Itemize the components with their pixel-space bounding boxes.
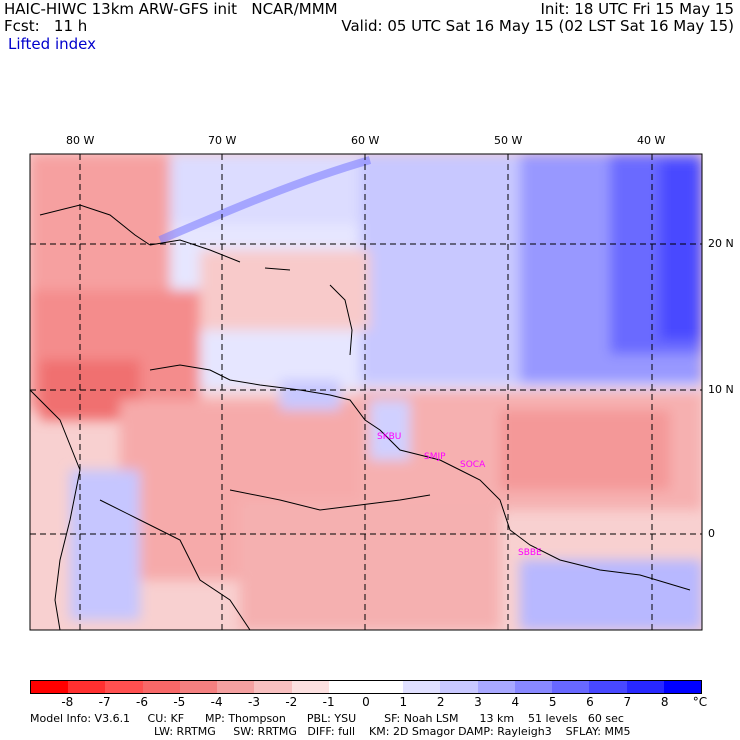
colorbar [30, 680, 702, 694]
forecast-hour: Fcst: 11 h [4, 17, 88, 35]
colorbar-segment [105, 681, 143, 693]
model-info-line1: Model Info: V3.6.1 CU: KF MP: Thompson P… [30, 712, 624, 725]
lat-label-20n: 20 N [708, 237, 734, 250]
colorbar-segment [440, 681, 478, 693]
valid-time: Valid: 05 UTC Sat 16 May 15 (02 LST Sat … [341, 17, 734, 35]
lon-label-70w: 70 W [208, 134, 237, 147]
colorbar-label: 3 [474, 695, 482, 709]
station-label: SKBU [377, 432, 402, 442]
colorbar-label: -7 [98, 695, 111, 709]
colorbar-label: -1 [322, 695, 335, 709]
colorbar-label: 7 [623, 695, 632, 709]
colorbar-label: -8 [61, 695, 74, 709]
colorbar-unit: °C [692, 695, 708, 709]
lon-label-80w: 80 W [66, 134, 95, 147]
colorbar-segment [663, 681, 701, 693]
colorbar-label: -3 [248, 695, 260, 709]
colorbar-segment [31, 681, 69, 693]
colorbar-label: -2 [285, 695, 298, 709]
colorbar-segment [514, 681, 553, 693]
colorbar-segment [552, 681, 590, 693]
colorbar-segment [217, 681, 255, 693]
colorbar-label: -6 [136, 695, 148, 709]
colorbar-label: 6 [586, 695, 594, 709]
station-label: SMJP [424, 452, 446, 462]
colorbar-label: 2 [436, 695, 445, 709]
lat-label-0: 0 [708, 527, 715, 540]
colorbar-label: -5 [173, 695, 186, 709]
init-time: Init: 18 UTC Fri 15 May 15 [540, 0, 734, 18]
colorbar-label: 5 [548, 695, 557, 709]
colorbar-segment [179, 681, 218, 693]
colorbar-segment [477, 681, 515, 693]
lon-label-40w: 40 W [637, 134, 666, 147]
colorbar-label: 8 [660, 695, 669, 709]
station-label: SBBE [518, 548, 542, 558]
station-label: SOCA [460, 460, 486, 470]
lon-label-50w: 50 W [494, 134, 523, 147]
colorbar-segment [142, 681, 180, 693]
colorbar-segment [589, 681, 627, 693]
model-info-line2: LW: RRTMG SW: RRTMG DIFF: full KM: 2D Sm… [154, 725, 631, 738]
colorbar-label: 1 [399, 695, 408, 709]
colorbar-segment [328, 681, 366, 693]
model-title: HAIC-HIWC 13km ARW-GFS init NCAR/MMM [4, 0, 338, 18]
lat-label-10n: 10 N [708, 383, 734, 396]
field-name: Lifted index [8, 35, 96, 53]
colorbar-segment [291, 681, 329, 693]
colorbar-label: 4 [511, 695, 520, 709]
colorbar-segment [626, 681, 664, 693]
colorbar-segment [365, 681, 404, 693]
colorbar-label: 0 [362, 695, 370, 709]
colorbar-segment [254, 681, 292, 693]
colorbar-label: -4 [210, 695, 223, 709]
colorbar-segment [403, 681, 441, 693]
lon-label-60w: 60 W [351, 134, 380, 147]
colorbar-segment [68, 681, 106, 693]
